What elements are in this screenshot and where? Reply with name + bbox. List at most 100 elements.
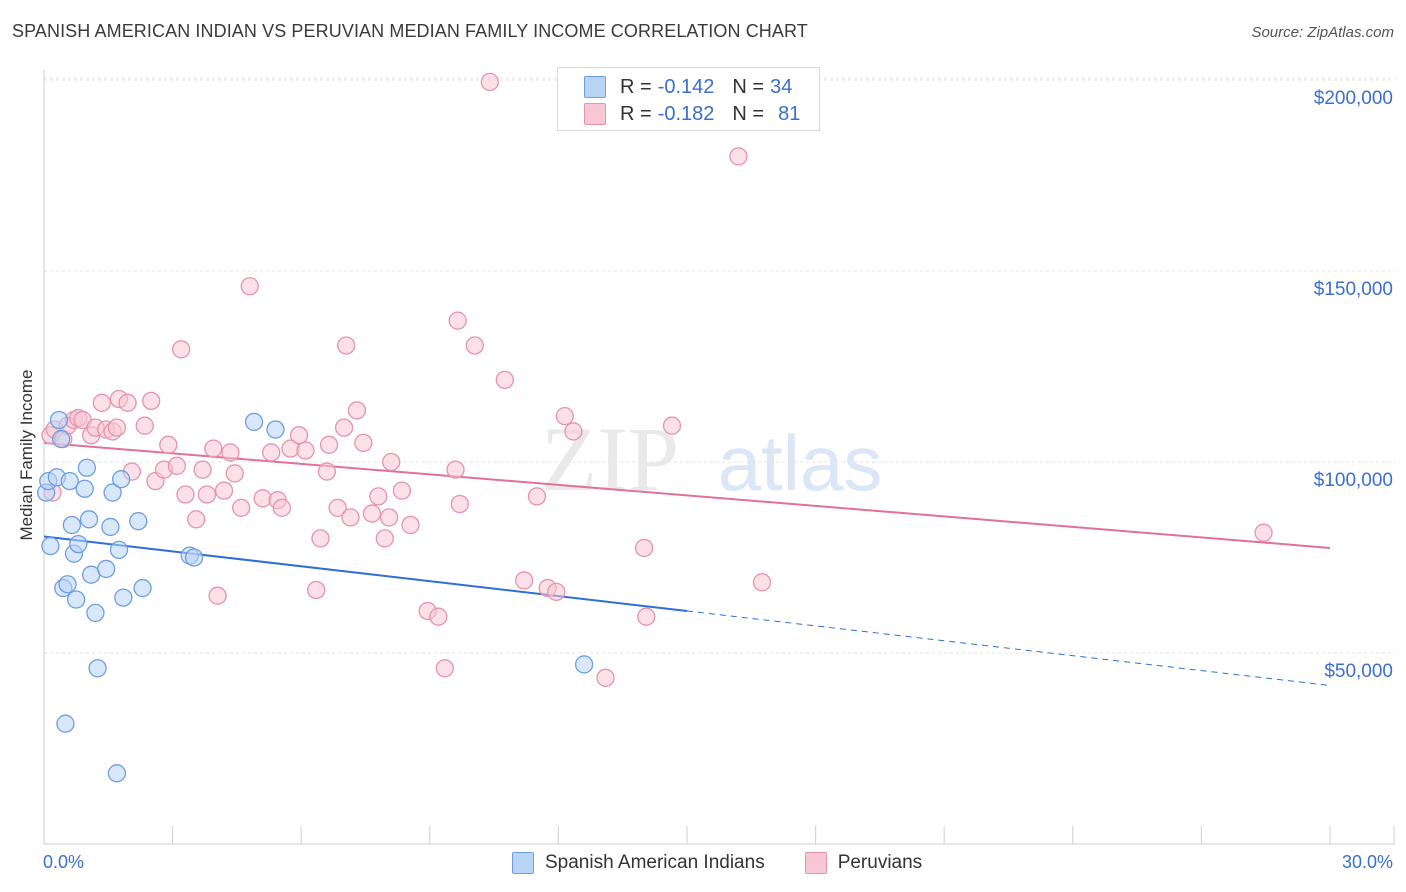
point-peruvian (135, 416, 154, 435)
point-peruvian (480, 72, 499, 92)
point-peruvian (354, 433, 373, 453)
point-peruvian (214, 481, 234, 500)
point-spanish (109, 540, 129, 560)
y-tick-label: $50,000 (1324, 661, 1393, 682)
legend-n-value: 81 (778, 102, 801, 125)
point-spanish (67, 590, 86, 609)
point-peruvian (450, 494, 469, 514)
series-legend-spanish: Spanish American Indians (512, 852, 765, 874)
point-spanish (112, 470, 131, 489)
trend-lines (43, 441, 1331, 686)
point-peruvian (514, 571, 534, 590)
point-peruvian (401, 515, 420, 535)
chart-source: Source: ZipAtlas.com (1251, 24, 1394, 41)
point-spanish (51, 429, 71, 449)
point-peruvian (555, 407, 574, 426)
watermark: ZIP atlas (541, 408, 882, 510)
trend-line-spanish-projection (686, 610, 1331, 686)
point-spanish (49, 410, 69, 430)
trend-line-spanish (43, 535, 688, 612)
y-tick-label: $150,000 (1314, 279, 1393, 300)
trend-line-peruvian (43, 441, 1331, 549)
point-peruvian (341, 508, 360, 527)
point-peruvian (435, 659, 454, 678)
point-peruvian (197, 485, 217, 504)
point-spanish (107, 764, 127, 783)
point-spanish (41, 536, 60, 556)
point-spanish (60, 471, 79, 491)
point-peruvian (225, 464, 244, 483)
point-peruvian (307, 580, 326, 600)
point-peruvian (262, 443, 281, 462)
point-spanish (266, 420, 285, 439)
axes (43, 70, 1395, 845)
point-spanish (114, 588, 133, 607)
point-peruvian (319, 435, 339, 454)
point-spanish (88, 659, 107, 678)
point-spanish (101, 517, 120, 537)
point-peruvian (253, 489, 272, 508)
y-tick-label: $200,000 (1314, 88, 1393, 109)
point-peruvian (596, 668, 615, 687)
point-spanish (103, 483, 122, 502)
point-spanish (69, 534, 88, 554)
series-swatch-spanish (512, 852, 534, 874)
series-legend-peruvian: Peruvians (804, 852, 923, 874)
y-tick-labels: $50,000 $100,000 $150,000 $200,000 (1314, 88, 1393, 682)
point-peruvian (296, 441, 315, 460)
point-peruvian (187, 510, 206, 529)
point-spanish (574, 655, 594, 674)
legend-r-label: R = (620, 75, 652, 98)
legend-swatch-peruvian (584, 103, 606, 125)
point-peruvian (448, 311, 467, 330)
point-peruvian (382, 452, 401, 472)
point-spanish (79, 510, 99, 529)
legend-row-spanish: R = -0.142 N = 34 (584, 73, 792, 101)
point-peruvian (429, 607, 448, 626)
point-peruvian (637, 607, 656, 626)
point-peruvian (729, 147, 748, 166)
point-spanish (97, 559, 116, 579)
point-spanish (129, 512, 148, 531)
point-peruvian (375, 529, 394, 548)
point-peruvian (495, 370, 514, 390)
series-label-spanish: Spanish American Indians (545, 852, 765, 873)
x-tick-max: 30.0% (1341, 852, 1393, 872)
point-peruvian (328, 498, 347, 517)
point-peruvian (159, 435, 178, 454)
point-peruvian (634, 538, 654, 558)
point-peruvian (446, 460, 465, 479)
point-peruvian (362, 504, 382, 523)
legend-n-label: N = (732, 75, 765, 98)
point-peruvian (527, 487, 547, 506)
x-tick-min: 0.0% (43, 852, 85, 872)
legend-row-peruvian: R = -0.182 N = 81 (584, 100, 800, 128)
point-peruvian (167, 456, 187, 475)
point-peruvian (564, 422, 583, 441)
point-peruvian (208, 586, 227, 605)
point-peruvian (240, 277, 259, 296)
point-spanish (58, 575, 77, 594)
point-peruvian (392, 481, 412, 500)
series-label-peruvian: Peruvians (837, 852, 923, 873)
chart-title: SPANISH AMERICAN INDIAN VS PERUVIAN MEDI… (12, 21, 808, 41)
point-peruvian (752, 573, 772, 592)
point-peruvian (107, 418, 127, 437)
legend-r-label: R = (620, 102, 652, 125)
legend-r-value: -0.142 (657, 75, 715, 98)
point-peruvian (204, 439, 223, 458)
point-spanish (56, 714, 75, 733)
y-axis-label: Median Family Income (17, 369, 36, 541)
point-peruvian (379, 508, 399, 527)
point-peruvian (92, 393, 112, 412)
point-peruvian (547, 582, 566, 602)
point-spanish (75, 479, 94, 498)
point-peruvian (311, 529, 330, 548)
series-legend: Spanish American Indians Peruvians (512, 852, 962, 874)
point-peruvian (176, 485, 195, 504)
y-tick-label: $100,000 (1314, 470, 1393, 491)
point-spanish (244, 412, 264, 432)
correlation-legend: R = -0.142 N = 34 R = -0.182 N = 81 (557, 67, 820, 131)
legend-r-value: -0.182 (657, 102, 715, 125)
